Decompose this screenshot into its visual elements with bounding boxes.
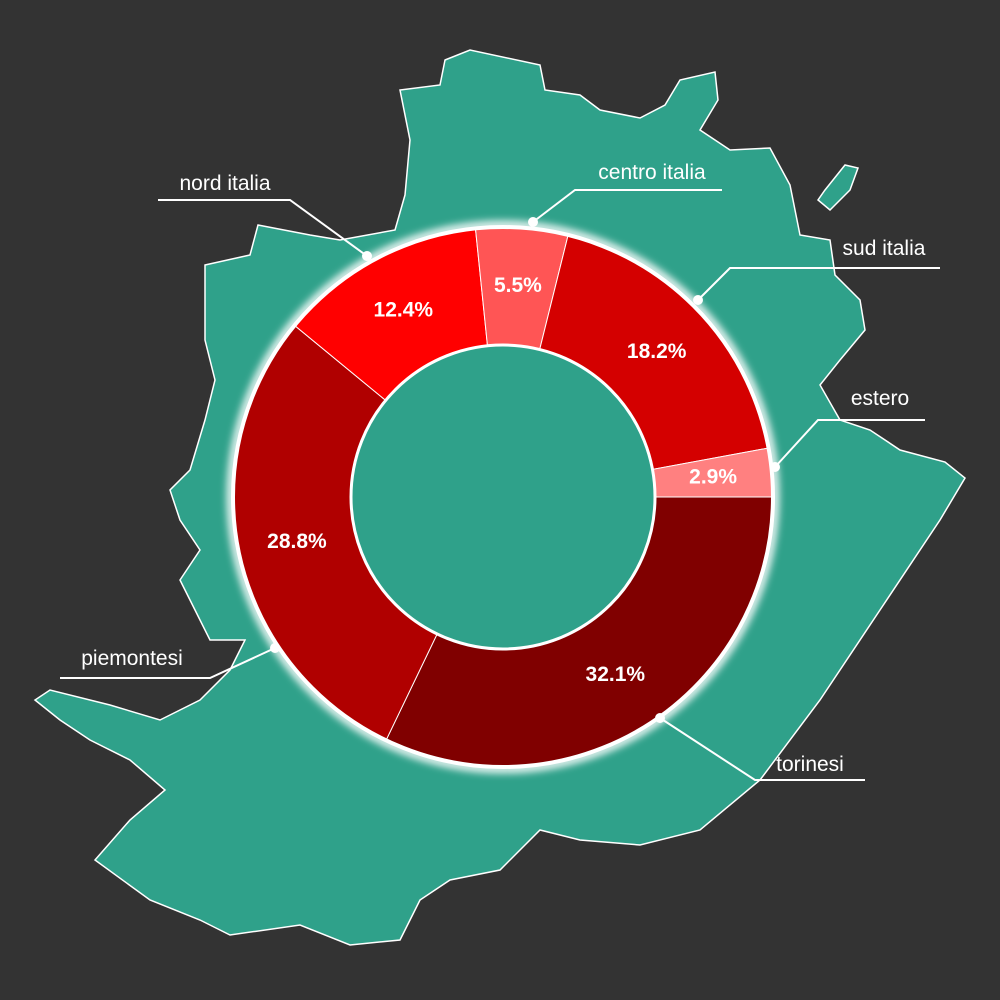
category-label: piemontesi xyxy=(81,647,183,670)
leader-dot xyxy=(362,251,372,261)
donut-hole xyxy=(349,343,657,651)
leader-dot xyxy=(270,643,280,653)
ring-border xyxy=(231,225,775,769)
value-label: 32.1% xyxy=(586,663,646,686)
leader-dot xyxy=(770,462,780,472)
category-label: centro italia xyxy=(598,161,706,184)
value-label: 12.4% xyxy=(374,299,434,322)
leader-dot xyxy=(528,217,538,227)
category-label: torinesi xyxy=(776,753,844,776)
category-label: nord italia xyxy=(179,172,270,195)
value-label: 18.2% xyxy=(627,340,687,363)
category-label: estero xyxy=(851,387,909,410)
leader-line xyxy=(60,647,276,679)
leader-line xyxy=(774,419,925,468)
leader-dot xyxy=(693,295,703,305)
value-label: 5.5% xyxy=(494,274,542,297)
leader-line xyxy=(532,189,722,223)
leader-line xyxy=(659,717,865,781)
leader-line xyxy=(158,199,368,257)
category-label: sud italia xyxy=(843,237,926,260)
leader-line xyxy=(697,267,940,301)
leader-dot xyxy=(655,713,665,723)
value-label: 2.9% xyxy=(689,465,737,488)
value-label: 28.8% xyxy=(267,530,327,553)
map-island xyxy=(816,164,859,212)
